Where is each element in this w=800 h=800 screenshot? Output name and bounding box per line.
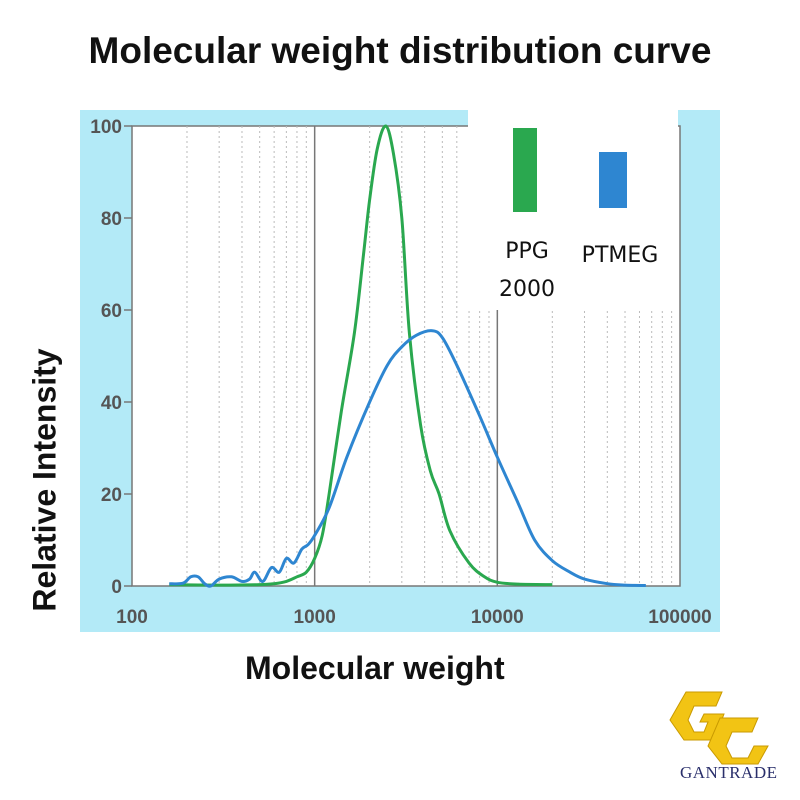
y-tick-label: 20 [101, 485, 122, 506]
gantrade-logo-icon [669, 691, 769, 765]
legend-label-ptmeg: PTMEG [582, 243, 659, 268]
legend-swatch-ppg-2000 [513, 128, 537, 212]
series-line-ppg-2000 [169, 124, 553, 587]
y-tick-label: 40 [101, 393, 122, 414]
x-tick-label: 10000 [471, 607, 524, 628]
y-tick-label: 100 [90, 117, 122, 138]
series-line-ptmeg [169, 329, 646, 588]
logo-text: GANTRADE [680, 763, 778, 782]
x-tick-label: 100 [116, 607, 148, 628]
x-axis-label: Molecular weight [245, 650, 505, 686]
legend: PPG 2000 PTMEG [468, 110, 678, 310]
legend-swatch-ptmeg [599, 152, 627, 208]
y-tick-label: 0 [111, 577, 122, 598]
y-axis-label: Relative Intensity [26, 348, 63, 612]
x-tick-label: 1000 [294, 607, 336, 628]
y-tick-label: 80 [101, 209, 122, 230]
x-tick-label: 100000 [648, 607, 711, 628]
legend-label-ppg-2000: PPG 2000 [499, 239, 555, 302]
y-tick-label: 60 [101, 301, 122, 322]
chart-title: Molecular weight distribution curve [88, 30, 712, 71]
legend-box [468, 110, 678, 310]
